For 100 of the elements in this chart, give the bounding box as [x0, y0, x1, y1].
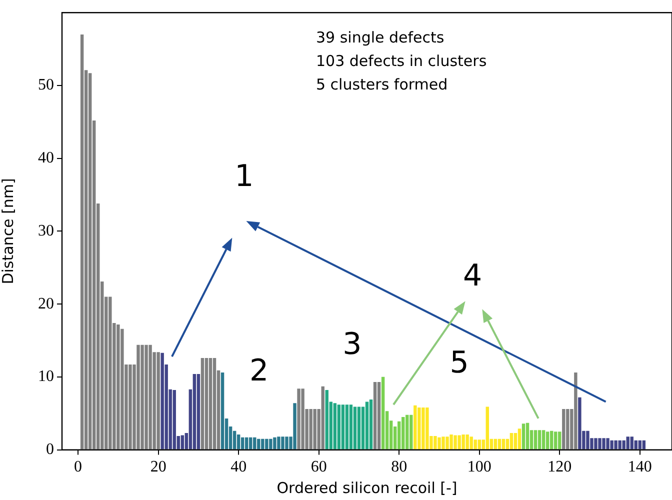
bar: [180, 435, 184, 450]
bar: [116, 324, 120, 450]
y-tick-label: 20: [38, 295, 54, 312]
y-tick-label: 10: [38, 368, 54, 386]
bar: [546, 432, 550, 450]
bar: [598, 438, 602, 450]
annotation: 39 single defects: [316, 28, 444, 46]
bar: [345, 404, 349, 450]
bar: [438, 437, 441, 450]
bar: [261, 438, 264, 450]
bar: [410, 414, 413, 450]
bar: [574, 372, 578, 450]
bar: [333, 403, 336, 450]
bar: [373, 382, 377, 450]
bar: [245, 437, 248, 450]
bar: [253, 437, 256, 450]
bar: [196, 374, 200, 450]
bar: [349, 404, 353, 450]
annotation: 4: [463, 258, 482, 294]
bar: [297, 388, 300, 450]
x-tick-label: 100: [467, 458, 492, 476]
bar: [442, 436, 445, 450]
bar: [422, 408, 425, 450]
bar: [510, 433, 514, 450]
bar: [498, 438, 502, 450]
bar: [502, 438, 506, 450]
bar: [586, 430, 590, 450]
bar: [313, 408, 316, 450]
bar: [402, 417, 405, 450]
bar: [285, 436, 288, 450]
x-tick-label: 20: [150, 458, 166, 476]
bar: [610, 440, 614, 450]
bar: [273, 437, 276, 450]
bar: [618, 440, 622, 450]
bar: [257, 438, 260, 450]
bar: [418, 408, 421, 450]
x-tick-label: 40: [230, 458, 247, 476]
bar: [526, 422, 530, 450]
bar: [377, 382, 381, 450]
bar: [369, 400, 373, 450]
y-tick-label: 0: [46, 441, 54, 458]
bar: [277, 436, 280, 450]
bar: [321, 386, 324, 450]
bar: [470, 436, 473, 450]
bar: [160, 352, 164, 450]
bar: [538, 430, 542, 450]
bar: [249, 437, 252, 450]
annotation: 3: [342, 327, 362, 362]
bar: [220, 372, 224, 450]
bar: [236, 434, 240, 450]
x-tick-label: 120: [548, 458, 572, 476]
bar: [478, 440, 481, 450]
bar: [550, 430, 554, 450]
bar: [128, 364, 132, 450]
bar: [108, 296, 112, 450]
bar: [156, 352, 160, 450]
annotation: 1: [234, 158, 254, 194]
bar: [240, 437, 244, 450]
bar: [140, 344, 144, 450]
bar: [414, 405, 417, 450]
bar: [518, 428, 522, 450]
bar: [558, 432, 562, 450]
bar: [626, 436, 630, 450]
bar: [192, 374, 196, 450]
bar: [542, 430, 546, 450]
bar: [578, 397, 582, 450]
bar: [265, 438, 268, 450]
bar: [486, 406, 489, 450]
bar: [450, 434, 453, 450]
bar: [398, 421, 401, 450]
bar: [458, 435, 461, 450]
bar: [232, 430, 236, 450]
x-tick-label: 80: [391, 458, 408, 476]
bar: [309, 408, 312, 450]
bar: [353, 406, 357, 450]
bar: [466, 434, 469, 450]
bar: [381, 376, 385, 450]
bar: [200, 358, 204, 450]
annotation: 5 clusters formed: [316, 75, 448, 94]
bar: [426, 408, 429, 450]
bar: [602, 438, 606, 450]
annotation: 2: [250, 353, 269, 388]
bar: [622, 440, 626, 450]
bar: [144, 344, 148, 450]
bar: [406, 414, 409, 450]
bar: [325, 390, 328, 450]
bar: [341, 404, 345, 450]
bar: [208, 358, 212, 450]
bar: [446, 436, 449, 450]
bar: [212, 358, 216, 450]
y-tick-label: 30: [38, 222, 54, 240]
bar: [293, 403, 296, 450]
bar: [554, 432, 558, 450]
x-tick-label: 60: [310, 458, 327, 476]
bar: [337, 404, 341, 450]
x-tick-label: 140: [628, 458, 652, 476]
annotation: 103 defects in clusters: [316, 52, 487, 70]
bar: [357, 406, 361, 450]
bar: [172, 390, 176, 450]
bar: [594, 438, 598, 450]
